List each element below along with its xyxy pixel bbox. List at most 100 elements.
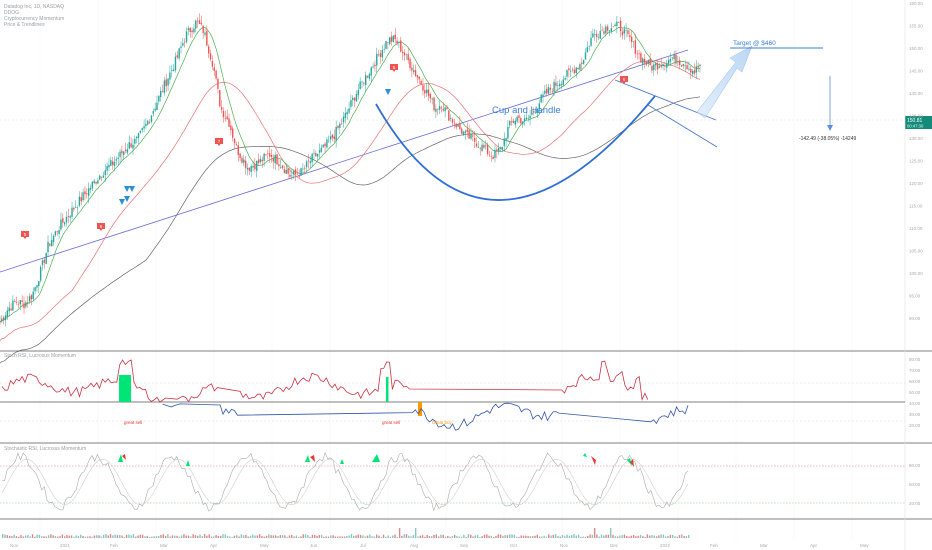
candle-body <box>292 171 295 175</box>
candle <box>322 144 324 148</box>
candle-body <box>403 52 406 56</box>
candle <box>400 36 402 53</box>
candle <box>296 167 299 175</box>
candle-body <box>268 153 271 157</box>
candle-body <box>645 61 648 65</box>
volume-bar <box>561 534 564 538</box>
volume-bar <box>15 536 18 538</box>
volume-bar <box>47 535 50 538</box>
candle <box>158 95 160 105</box>
volume-bar <box>444 536 447 538</box>
stoch-d-line <box>1 458 689 506</box>
candle <box>379 49 382 64</box>
candle <box>490 151 492 162</box>
volume-bar <box>45 536 47 538</box>
candle <box>579 62 581 71</box>
candle-body <box>385 41 387 49</box>
candle <box>54 230 57 238</box>
candle-body <box>119 151 121 157</box>
volume-bar <box>463 534 465 538</box>
volume-bar <box>568 535 571 538</box>
candle <box>328 135 330 144</box>
volume-bar <box>646 534 649 538</box>
candle-body <box>130 143 132 148</box>
volume-bar <box>249 535 252 538</box>
candle <box>666 59 668 73</box>
candle <box>10 303 12 312</box>
volume-bar <box>428 536 431 538</box>
candle <box>56 230 58 236</box>
candle-body <box>10 308 12 311</box>
sell-signal-badge: 5 <box>21 231 29 239</box>
volume-bar <box>362 535 364 538</box>
legend-line-4: Price & Trendlines <box>4 22 45 28</box>
candle-body <box>111 161 114 165</box>
volume-bar <box>307 535 309 538</box>
candle <box>416 74 419 84</box>
candle <box>265 154 267 157</box>
candle <box>586 41 589 53</box>
candle-body <box>529 115 531 119</box>
volume-bar <box>167 534 169 538</box>
candle <box>686 61 688 70</box>
volume-bar <box>164 535 167 538</box>
volume-bar <box>534 535 536 538</box>
candle-body <box>63 222 66 225</box>
volume-bar <box>242 535 245 538</box>
candle-body <box>677 61 679 63</box>
volume-bar <box>350 534 353 538</box>
candle-body <box>662 64 664 66</box>
candle <box>470 128 472 141</box>
volume-bar <box>355 535 357 538</box>
candle-body <box>152 111 154 114</box>
candle-body <box>525 117 528 120</box>
candle <box>71 201 73 220</box>
time-tick-label: Dec <box>610 543 619 548</box>
volume-bar <box>660 534 662 538</box>
volume-bar <box>591 534 594 538</box>
candle-body <box>496 149 498 152</box>
volume-bar <box>357 534 360 538</box>
candle-body <box>280 166 282 168</box>
candle-body <box>200 22 203 25</box>
candle-body <box>409 58 411 69</box>
candle <box>89 184 92 193</box>
volume-bar <box>635 536 637 538</box>
candle-body <box>688 68 690 70</box>
candle <box>485 140 487 150</box>
volume-bar <box>598 536 600 538</box>
volume-bar <box>139 534 142 538</box>
candle-body <box>376 53 378 66</box>
volume-bar <box>59 536 61 538</box>
volume-bar <box>520 535 522 538</box>
candle <box>594 29 596 41</box>
candle <box>466 122 468 138</box>
candle-body <box>472 135 474 137</box>
candle <box>638 49 640 60</box>
candle <box>350 94 352 110</box>
candle <box>202 25 204 39</box>
candle-body <box>270 154 273 158</box>
volume-bar <box>674 536 676 538</box>
volume-bar <box>688 534 690 538</box>
handle-channel-lower <box>647 104 718 148</box>
volume-bar <box>275 535 277 538</box>
candle <box>254 157 256 173</box>
volume-bar <box>334 536 337 538</box>
candle-body <box>333 136 336 139</box>
candle-body <box>693 70 696 74</box>
rsi-axis: 80.00 70.00 60.00 50.00 40.00 30.00 20.00 <box>909 357 921 428</box>
volume-bar <box>22 536 25 538</box>
price-axis: 160.00 155.00 150.00 145.00 140.00 135.00 130.… <box>909 1 923 321</box>
candle <box>477 141 480 149</box>
candle <box>307 153 310 169</box>
candle <box>320 144 323 153</box>
candle <box>248 167 251 176</box>
candle-body <box>566 70 568 77</box>
candle <box>217 77 219 94</box>
candle <box>444 106 446 118</box>
volume-bar <box>681 534 683 538</box>
candle-body <box>392 35 395 42</box>
candle-body <box>435 108 437 112</box>
candle <box>113 156 116 172</box>
